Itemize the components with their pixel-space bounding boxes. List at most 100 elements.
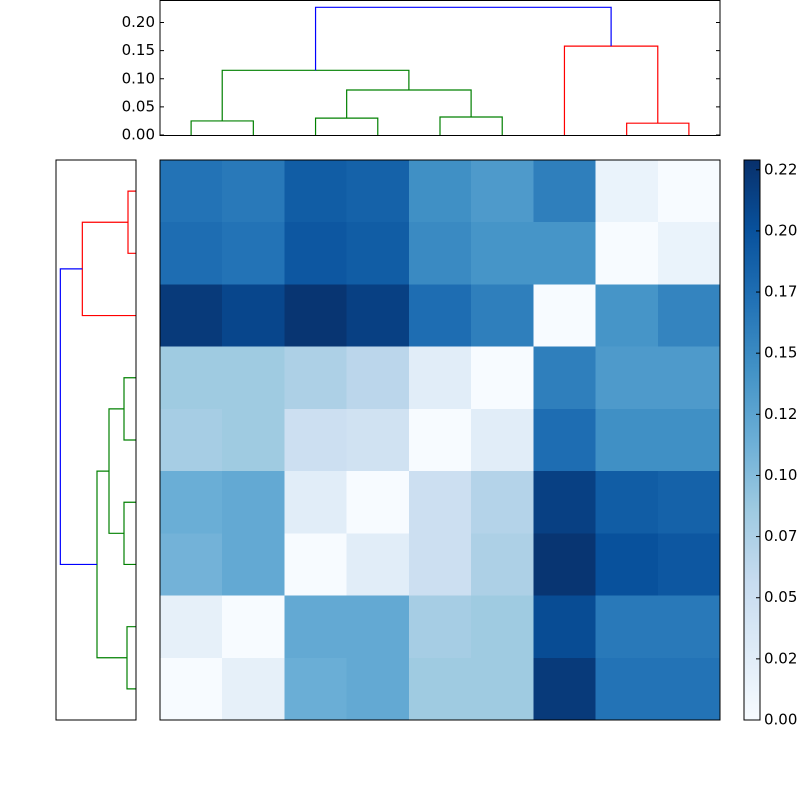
heatmap-cell: [595, 346, 659, 410]
colorbar: [743, 159, 761, 721]
heatmap-cell: [595, 408, 659, 472]
heatmap-cell: [222, 284, 285, 348]
heatmap-cell: [533, 533, 597, 597]
dendrogram-link: [123, 501, 136, 566]
colorbar-tick-label: 0.07: [764, 527, 797, 545]
heatmap-cell: [533, 284, 597, 348]
axes-frame: [55, 159, 137, 721]
heatmap-cell: [533, 222, 597, 285]
colorbar-tick-label: 0.05: [764, 588, 797, 606]
heatmap-cell: [595, 657, 659, 721]
heatmap-cell: [346, 160, 410, 223]
heatmap-cell: [533, 471, 597, 534]
heatmap-cell: [533, 595, 597, 659]
heatmap-cell: [471, 533, 534, 597]
heatmap-cell: [408, 408, 472, 472]
heatmap-cell: [160, 595, 223, 659]
heatmap-cell: [657, 533, 721, 597]
heatmap-cell: [533, 160, 597, 223]
colorbar-tick-label: 0.22: [764, 160, 797, 178]
heatmap-cell: [657, 222, 721, 285]
dendrogram-link: [314, 6, 612, 71]
colorbar-tick-label: 0.17: [764, 283, 797, 301]
heatmap-cell: [533, 346, 597, 410]
heatmap-cell: [595, 222, 659, 285]
heatmap-cell: [533, 657, 597, 721]
dendrogram-link: [346, 89, 472, 119]
heatmap-cell: [284, 346, 348, 410]
axes-frame: [159, 159, 721, 721]
heatmap-cell: [595, 160, 659, 223]
heatmap-cell: [346, 595, 410, 659]
heatmap-cell: [346, 533, 410, 597]
heatmap-cell: [346, 222, 410, 285]
y-tick-label: 0.15: [122, 41, 155, 59]
heatmap-cell: [657, 657, 721, 721]
y-tick-label: 0.00: [122, 126, 155, 144]
colorbar-tick-label: 0.20: [764, 221, 797, 239]
heatmap-cell: [471, 657, 534, 721]
heatmap-cell: [222, 471, 285, 534]
dendrogram-link: [190, 120, 254, 135]
heatmap-cell: [222, 657, 285, 721]
heatmap-cell: [284, 595, 348, 659]
heatmap-cell: [346, 408, 410, 472]
heatmap-cell: [160, 408, 223, 472]
dendrogram-link: [59, 268, 97, 566]
heatmap-cell: [284, 284, 348, 348]
dendrogram-link: [221, 69, 410, 121]
heatmap-cell: [408, 284, 472, 348]
heatmap-cell: [471, 408, 534, 472]
dendrogram-link: [108, 408, 124, 534]
heatmap-cell: [408, 533, 472, 597]
heatmap-cell: [471, 471, 534, 534]
colorbar-tick-label: 0.12: [764, 405, 797, 423]
colorbar-tick-label: 0.00: [764, 711, 797, 729]
dendrogram-link: [96, 470, 127, 659]
heatmap-cell: [160, 284, 223, 348]
heatmap-cell: [657, 471, 721, 534]
dendrogram-link: [123, 377, 136, 441]
heatmap-cell: [222, 595, 285, 659]
heatmap-cell: [284, 408, 348, 472]
heatmap-cell: [595, 595, 659, 659]
heatmap-cell: [595, 533, 659, 597]
heatmap-cell: [595, 284, 659, 348]
axes-frame: [159, 0, 721, 136]
heatmap-cell: [346, 657, 410, 721]
y-tick-label: 0.10: [122, 69, 155, 87]
heatmap-cell: [657, 160, 721, 223]
colorbar-tick-label: 0.02: [764, 649, 797, 667]
heatmap-cell: [284, 160, 348, 223]
heatmap-cell: [408, 471, 472, 534]
heatmap-cell: [346, 346, 410, 410]
heatmap-cell: [346, 284, 410, 348]
heatmap-cell: [160, 346, 223, 410]
dendrogram-link: [127, 190, 136, 254]
heatmap-cell: [533, 408, 597, 472]
colorbar-tick-label: 0.15: [764, 344, 797, 362]
heatmap-cell: [284, 657, 348, 721]
heatmap-cell: [471, 222, 534, 285]
dendrogram-link: [314, 117, 379, 135]
heatmap-cell: [222, 346, 285, 410]
dendrogram-link: [439, 116, 503, 135]
heatmap-cell: [471, 595, 534, 659]
heatmap-cell: [222, 222, 285, 285]
heatmap-cell: [346, 471, 410, 534]
y-tick-label: 0.20: [122, 13, 155, 31]
heatmap-cell: [160, 160, 223, 223]
heatmap-cell: [160, 657, 223, 721]
dendrogram-link: [626, 122, 690, 135]
heatmap-cell: [657, 408, 721, 472]
heatmap-cell: [408, 595, 472, 659]
heatmap-cell: [657, 595, 721, 659]
heatmap-cell: [408, 160, 472, 223]
heatmap-cell: [284, 471, 348, 534]
heatmap-cell: [471, 284, 534, 348]
heatmap-cell: [284, 222, 348, 285]
heatmap-cell: [595, 471, 659, 534]
y-tick-label: 0.05: [122, 97, 155, 115]
heatmap-cell: [471, 160, 534, 223]
